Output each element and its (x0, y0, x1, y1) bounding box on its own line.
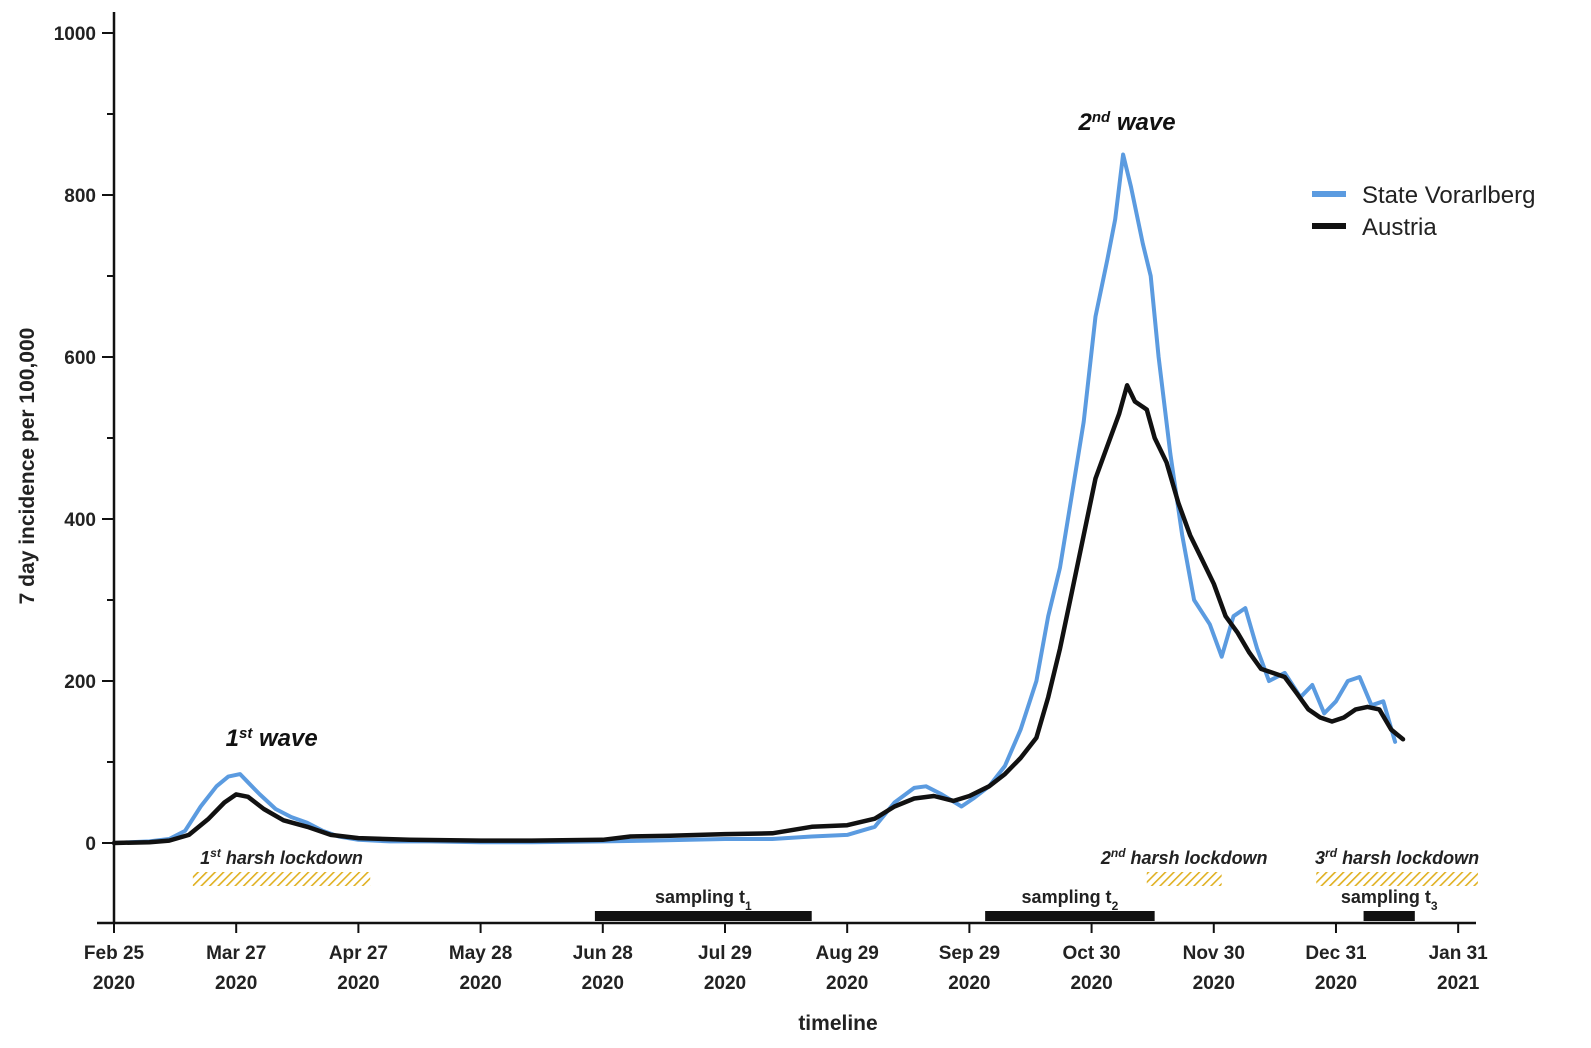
sampling-label: sampling t1 (655, 887, 752, 913)
x-tick-label: Dec 31 2020 (1305, 943, 1367, 994)
legend-label: State Vorarlberg (1362, 182, 1535, 209)
y-tick-label: 200 (64, 672, 96, 693)
y-axis-title: 7 day incidence per 100,000 (16, 328, 39, 605)
legend: State Vorarlberg Austria (1312, 182, 1535, 241)
axes: 0 200 400 600 800 1000 Feb 25 2020 Mar 27 2020 Apr… (16, 12, 1488, 1035)
annotations: 1st harsh lockdown 2nd harsh lockdown 3rd … (192, 109, 1479, 921)
x-tick-label: Mar 27 2020 (206, 943, 266, 994)
y-tick-label: 800 (64, 186, 96, 207)
x-tick-label: Jul 29 2020 (698, 943, 752, 994)
x-tick-label: Jan 31 2021 (1429, 943, 1489, 994)
lockdown-label: 3rd harsh lockdown (1315, 846, 1479, 868)
sampling-bar (985, 911, 1155, 921)
sampling-label: sampling t3 (1341, 887, 1438, 913)
y-tick-label: 400 (64, 510, 96, 531)
lockdown-label: 2nd harsh lockdown (1100, 846, 1268, 868)
lockdown-bar (1146, 872, 1222, 886)
sampling-bar (594, 911, 812, 921)
x-tick-label: May 28 2020 (449, 943, 512, 994)
lockdown-label: 1st harsh lockdown (200, 846, 363, 868)
x-tick-label: Sep 29 2020 (939, 943, 1000, 994)
series-line-austria (111, 383, 1406, 846)
y-tick-label: 600 (64, 348, 96, 369)
lockdown-bar (1316, 872, 1478, 886)
wave-label: 2nd wave (1078, 109, 1176, 137)
x-tick-label: Oct 30 2020 (1063, 943, 1121, 994)
y-tick-label: 1000 (54, 24, 96, 45)
x-tick-label: Jun 28 2020 (573, 943, 633, 994)
series-lines (111, 152, 1406, 846)
sampling-label: sampling t2 (1022, 887, 1119, 913)
x-tick-label: Apr 27 2020 (329, 943, 388, 994)
y-tick-label: 0 (85, 834, 96, 855)
x-axis-title: timeline (798, 1012, 877, 1035)
x-tick-label: Aug 29 2020 (816, 943, 879, 994)
x-tick-label: Nov 30 2020 (1183, 943, 1245, 994)
legend-label: Austria (1362, 214, 1437, 241)
wave-label: 1st wave (226, 724, 318, 752)
lockdown-bar (192, 872, 371, 886)
sampling-bar (1363, 911, 1415, 921)
x-tick-label: Feb 25 2020 (84, 943, 145, 994)
